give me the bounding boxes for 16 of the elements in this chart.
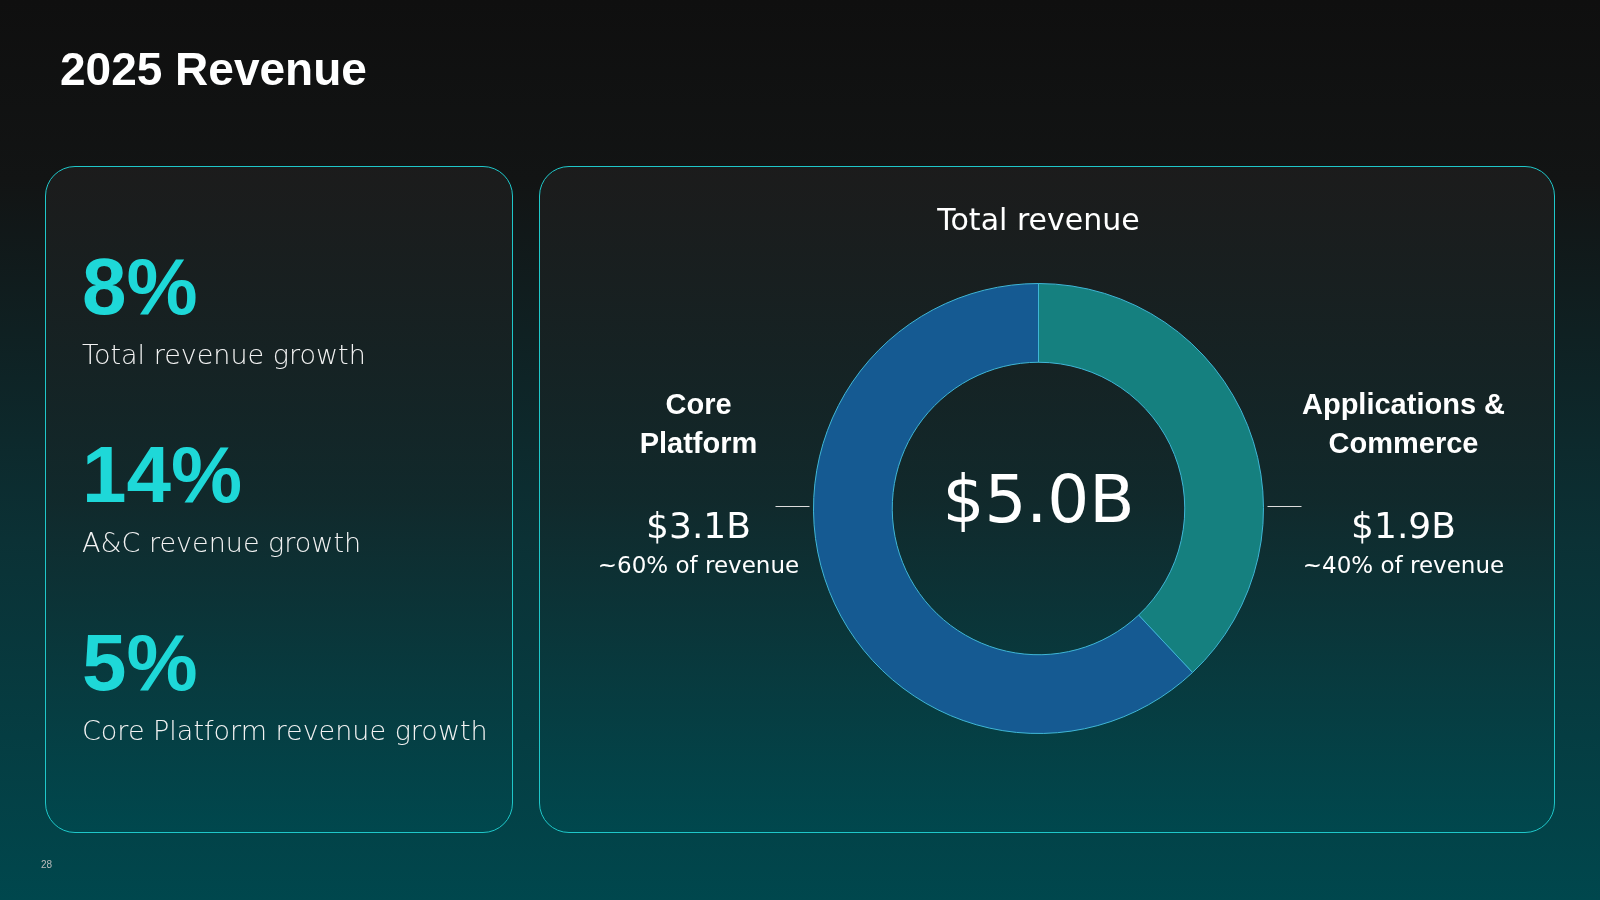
text: 8% xyxy=(82,242,199,331)
text: A&C revenue growth xyxy=(82,527,362,558)
text: Core Platform revenue growth xyxy=(82,715,488,746)
slice-label: Applications & Commerce xyxy=(1301,387,1506,459)
text: Total revenue growth xyxy=(82,339,366,370)
text: ~60% of revenue xyxy=(597,552,800,579)
text: 2025 Revenue xyxy=(60,42,367,96)
text: 5% xyxy=(82,618,199,707)
slice-label: Core Platform xyxy=(639,387,758,459)
chart-title: Total revenue xyxy=(936,201,1140,237)
text: $5.0B xyxy=(942,460,1135,538)
text: 28 xyxy=(41,859,53,870)
text: 14% xyxy=(82,430,244,519)
data-label: $3.1B xyxy=(646,504,751,546)
data-label: $1.9B xyxy=(1351,504,1456,546)
text: ~40% of revenue xyxy=(1302,552,1505,579)
